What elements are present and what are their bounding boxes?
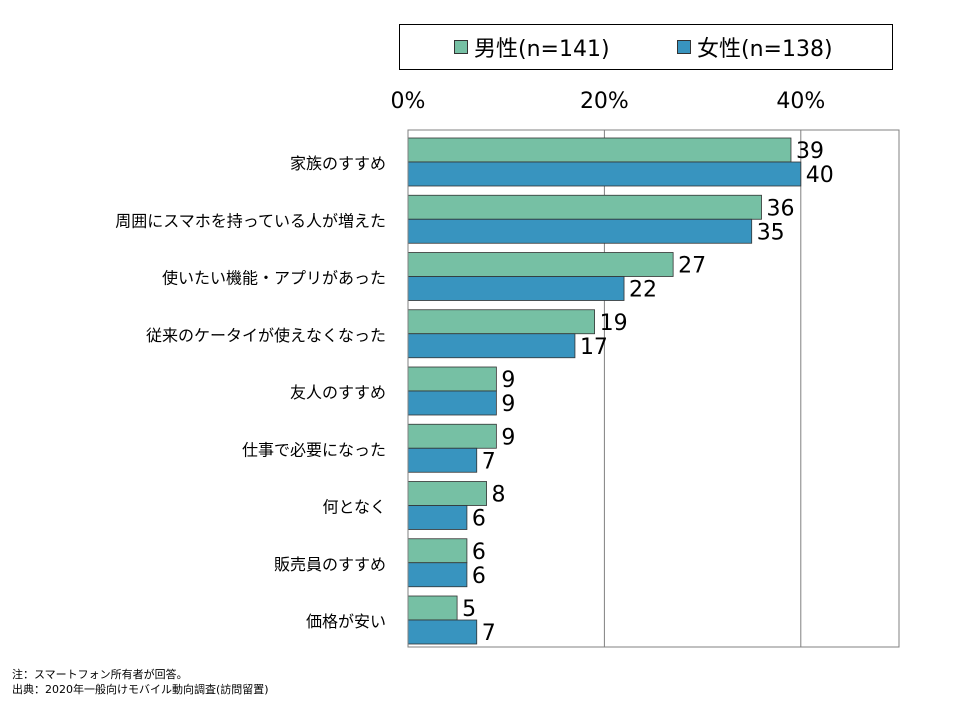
category-labels: 家族のすすめ周囲にスマホを持っている人が増えた使いたい機能・アプリがあった従来の… [115, 154, 386, 631]
data-label: 6 [472, 540, 486, 565]
category-label: 友人のすすめ [290, 383, 386, 402]
data-label: 27 [678, 254, 706, 279]
data-label: 22 [629, 278, 657, 303]
x-tick-label: 20% [580, 89, 629, 114]
plot-frame [407, 129, 900, 648]
bar-male [407, 538, 468, 564]
legend: 男性(n=141) 女性(n=138) [399, 24, 893, 70]
data-label: 5 [462, 597, 476, 622]
bar-female [407, 276, 625, 301]
bar-female [407, 333, 576, 359]
category-label: 仕事で必要になった [242, 440, 386, 459]
legend-label-male: 男性(n=141) [474, 37, 610, 62]
category-label: 価格が安い [306, 612, 386, 631]
bar-male [407, 137, 792, 163]
bar-female [407, 447, 478, 473]
bar-female [407, 390, 497, 416]
data-label: 7 [482, 621, 496, 646]
category-label: 従来のケータイが使えなくなった [146, 326, 386, 345]
bar-female [407, 619, 478, 645]
data-label: 39 [796, 139, 824, 164]
bar-male [407, 309, 595, 335]
x-tick-label: 40% [776, 89, 825, 114]
data-label: 6 [472, 507, 486, 532]
legend-swatch-male [454, 40, 468, 54]
data-label: 17 [580, 335, 608, 360]
data-label: 9 [501, 368, 515, 393]
bar-male [407, 423, 497, 449]
bar-female [407, 161, 802, 187]
bar-female [407, 218, 753, 244]
data-label: 36 [767, 196, 795, 221]
bar-male [407, 252, 674, 277]
category-label: 家族のすすめ [290, 154, 386, 173]
category-label: 何となく [322, 498, 386, 517]
data-label: 7 [482, 449, 496, 474]
legend-swatch-female [677, 40, 691, 54]
category-label: 周囲にスマホを持っている人が増えた [115, 211, 386, 230]
x-tick-labels: 0% 20% 40% [391, 89, 826, 114]
bar-male [407, 366, 497, 392]
bar-female [407, 505, 468, 530]
bar-male [407, 481, 487, 506]
category-label: 販売員のすすめ [274, 555, 386, 574]
legend-item-male: 男性(n=141) [454, 25, 610, 69]
data-label: 35 [757, 220, 785, 245]
bar-male [407, 194, 762, 220]
bar-male [407, 595, 458, 621]
x-tick-label: 0% [391, 89, 426, 114]
category-label: 使いたい機能・アプリがあった [162, 269, 386, 288]
source-line: 出典：2020年一般向けモバイル動向調査(訪問留置) [12, 683, 269, 696]
data-label: 9 [501, 425, 515, 450]
legend-label-female: 女性(n=138) [697, 37, 833, 62]
data-label: 6 [472, 564, 486, 589]
note-line: 注：スマートフォン所有者が回答。 [12, 668, 188, 681]
footnotes: 注：スマートフォン所有者が回答。 出典：2020年一般向けモバイル動向調査(訪問… [12, 667, 269, 697]
data-label: 9 [501, 392, 515, 417]
data-label: 40 [806, 163, 834, 188]
legend-item-female: 女性(n=138) [677, 25, 833, 69]
bars [407, 137, 802, 645]
bar-female [407, 562, 468, 588]
data-label: 19 [600, 311, 628, 336]
data-label: 8 [492, 483, 506, 508]
